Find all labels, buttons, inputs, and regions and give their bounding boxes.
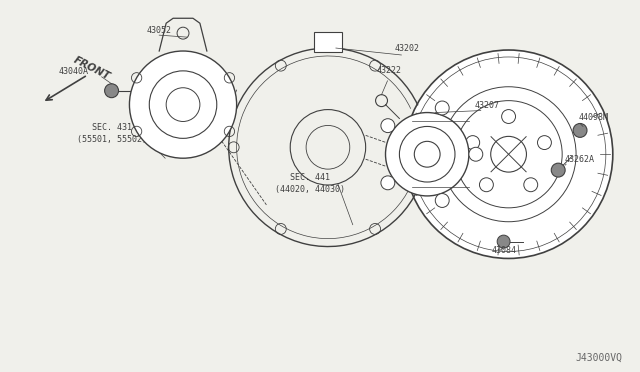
Circle shape	[129, 51, 237, 158]
Circle shape	[551, 163, 565, 177]
Circle shape	[573, 124, 587, 137]
Circle shape	[381, 176, 395, 190]
Text: 43262A: 43262A	[565, 155, 595, 164]
Circle shape	[524, 178, 538, 192]
Circle shape	[435, 101, 449, 115]
Text: 44098M: 44098M	[579, 113, 609, 122]
Text: J43000VQ: J43000VQ	[576, 353, 623, 363]
Circle shape	[538, 136, 552, 150]
Circle shape	[404, 50, 612, 259]
Circle shape	[381, 119, 395, 132]
Text: 43084: 43084	[491, 247, 516, 256]
Circle shape	[469, 147, 483, 161]
Circle shape	[104, 84, 118, 98]
Circle shape	[502, 110, 516, 124]
Circle shape	[435, 193, 449, 208]
Text: 43052: 43052	[147, 26, 172, 35]
Text: SEC. 431: SEC. 431	[92, 124, 132, 132]
Text: (55501, 55502): (55501, 55502)	[77, 135, 147, 144]
Text: 43222: 43222	[377, 66, 402, 75]
Circle shape	[466, 136, 479, 150]
Text: (44020, 44030): (44020, 44030)	[275, 185, 345, 194]
Text: 43207: 43207	[474, 100, 499, 110]
FancyBboxPatch shape	[314, 32, 342, 52]
Text: 43202: 43202	[395, 44, 420, 53]
Circle shape	[385, 113, 469, 196]
Text: FRONT: FRONT	[72, 55, 112, 82]
Circle shape	[497, 235, 510, 248]
Text: SEC. 441: SEC. 441	[290, 173, 330, 182]
Text: 43040A: 43040A	[59, 67, 89, 76]
Circle shape	[479, 178, 493, 192]
